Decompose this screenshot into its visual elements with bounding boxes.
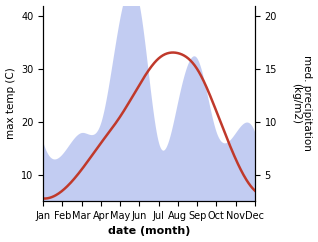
Y-axis label: med. precipitation
(kg/m2): med. precipitation (kg/m2) (291, 55, 313, 151)
Y-axis label: max temp (C): max temp (C) (5, 68, 16, 139)
X-axis label: date (month): date (month) (108, 227, 190, 236)
